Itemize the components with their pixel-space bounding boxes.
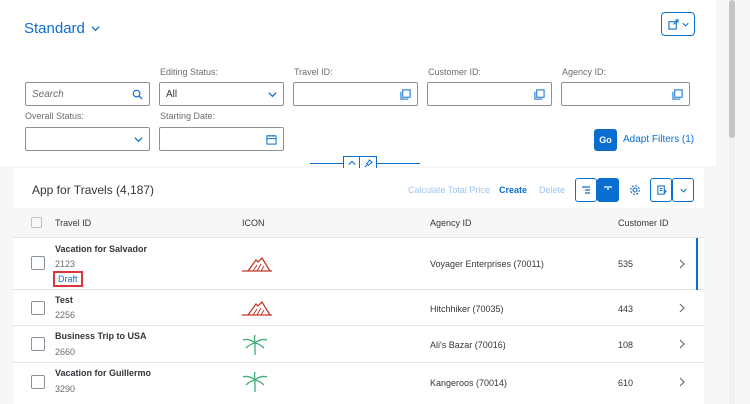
row-checkbox[interactable] bbox=[31, 256, 45, 270]
agency-cell: Voyager Enterprises (70011) bbox=[430, 259, 544, 269]
chevron-up-icon bbox=[347, 160, 356, 165]
editing-status-value: All bbox=[166, 88, 178, 100]
table-row[interactable]: Test 2256 Hitchhiker (70035) 443 bbox=[13, 290, 704, 326]
chevron-right-icon[interactable] bbox=[678, 377, 686, 387]
chevron-down-icon bbox=[91, 26, 100, 32]
table-title: App for Travels (4,187) bbox=[32, 183, 155, 197]
starting-date-input[interactable] bbox=[159, 127, 284, 151]
table-header: Travel ID ICON Agency ID Customer ID bbox=[13, 208, 704, 238]
chevron-down-icon bbox=[679, 188, 687, 193]
row-selection-indicator bbox=[696, 238, 698, 290]
travel-title: Test bbox=[55, 295, 73, 305]
export-menu-button[interactable] bbox=[672, 178, 694, 202]
row-checkbox[interactable] bbox=[31, 301, 45, 315]
row-checkbox[interactable] bbox=[31, 337, 45, 351]
agency-id-input[interactable] bbox=[561, 82, 690, 106]
draft-status[interactable]: Draft bbox=[53, 271, 83, 287]
chevron-right-icon[interactable] bbox=[678, 339, 686, 349]
customer-cell: 108 bbox=[618, 340, 634, 350]
table-row[interactable]: Vacation for Guillermo 3290 Kangeroos (7… bbox=[13, 363, 704, 404]
compact-view-button[interactable] bbox=[597, 178, 619, 202]
customer-id-input[interactable] bbox=[427, 82, 552, 106]
value-help-icon[interactable] bbox=[534, 88, 545, 100]
agency-cell: Hitchhiker (70035) bbox=[430, 304, 504, 314]
gear-icon bbox=[630, 185, 640, 195]
chevron-right-icon[interactable] bbox=[678, 303, 686, 313]
agency-id-label: Agency ID: bbox=[562, 67, 607, 77]
chevron-down-icon bbox=[134, 136, 143, 142]
column-header-customer-id[interactable]: Customer ID bbox=[618, 218, 669, 228]
export-button[interactable] bbox=[650, 178, 672, 202]
search-icon bbox=[132, 89, 143, 100]
agency-cell: Kangeroos (70014) bbox=[430, 378, 508, 388]
mountain-icon bbox=[242, 256, 272, 272]
table-settings-button[interactable] bbox=[624, 178, 646, 202]
column-header-icon[interactable]: ICON bbox=[242, 218, 265, 228]
chevron-right-icon[interactable] bbox=[678, 259, 686, 269]
scrollbar-thumb[interactable] bbox=[729, 0, 735, 138]
chevron-down-icon bbox=[268, 91, 277, 97]
travel-title: Vacation for Salvador bbox=[55, 244, 148, 254]
editing-status-label: Editing Status: bbox=[160, 67, 219, 77]
variant-label: Standard bbox=[24, 20, 85, 37]
starting-date-label: Starting Date: bbox=[160, 111, 216, 121]
editing-status-select[interactable]: All bbox=[159, 82, 284, 106]
overall-status-select[interactable] bbox=[25, 127, 150, 151]
search-input[interactable]: Search bbox=[25, 82, 150, 106]
header-toggle-group bbox=[343, 156, 377, 170]
travels-table: App for Travels (4,187) Calculate Total … bbox=[13, 168, 704, 404]
collapse-rows-icon bbox=[604, 186, 612, 190]
share-button[interactable] bbox=[661, 12, 695, 36]
customer-cell: 610 bbox=[618, 378, 634, 388]
table-row[interactable]: Vacation for Salvador 2123 Draft Voyager… bbox=[13, 238, 704, 290]
calendar-icon[interactable] bbox=[266, 134, 277, 145]
go-button[interactable]: Go bbox=[594, 129, 617, 151]
travel-id-label: Travel ID: bbox=[294, 67, 333, 77]
filter-bar: Standard Editing Status: Travel ID: Cust… bbox=[0, 0, 716, 166]
table-row[interactable]: Business Trip to USA 2660 Ali's Bazar (7… bbox=[13, 326, 704, 363]
select-all-checkbox[interactable] bbox=[31, 217, 42, 228]
overall-status-label: Overall Status: bbox=[25, 111, 85, 121]
column-header-agency-id[interactable]: Agency ID bbox=[430, 218, 472, 228]
variant-selector[interactable]: Standard bbox=[24, 20, 100, 37]
pin-icon bbox=[364, 158, 373, 167]
search-placeholder: Search bbox=[32, 88, 64, 100]
delete-button[interactable]: Delete bbox=[539, 185, 566, 195]
customer-id-label: Customer ID: bbox=[428, 67, 482, 77]
mountain-icon bbox=[242, 300, 272, 316]
customer-cell: 443 bbox=[618, 304, 634, 314]
create-button[interactable]: Create bbox=[499, 185, 528, 195]
calculate-total-price-button[interactable]: Calculate Total Price bbox=[408, 185, 490, 195]
travel-id: 2660 bbox=[55, 347, 76, 357]
travel-id: 2123 bbox=[55, 259, 76, 269]
travel-id: 2256 bbox=[55, 310, 76, 320]
adapt-filters-button[interactable]: Adapt Filters (1) bbox=[623, 134, 695, 145]
agency-cell: Ali's Bazar (70016) bbox=[430, 340, 506, 350]
travel-title: Vacation for Guillermo bbox=[55, 368, 152, 378]
palm-tree-icon bbox=[242, 371, 268, 392]
list-icon bbox=[582, 186, 590, 194]
export-icon bbox=[656, 184, 667, 195]
value-help-icon[interactable] bbox=[672, 88, 683, 100]
condensed-view-button[interactable] bbox=[575, 178, 597, 202]
travel-title: Business Trip to USA bbox=[55, 331, 147, 341]
page-scrollbar[interactable] bbox=[729, 0, 735, 404]
column-header-travel-id[interactable]: Travel ID bbox=[55, 218, 92, 228]
travel-id-input[interactable] bbox=[293, 82, 418, 106]
travel-id: 3290 bbox=[55, 384, 76, 394]
value-help-icon[interactable] bbox=[400, 88, 411, 100]
chevron-down-icon bbox=[681, 22, 689, 27]
share-icon bbox=[667, 18, 679, 30]
palm-tree-icon bbox=[242, 334, 268, 355]
row-checkbox[interactable] bbox=[31, 375, 45, 389]
customer-cell: 535 bbox=[618, 259, 634, 269]
